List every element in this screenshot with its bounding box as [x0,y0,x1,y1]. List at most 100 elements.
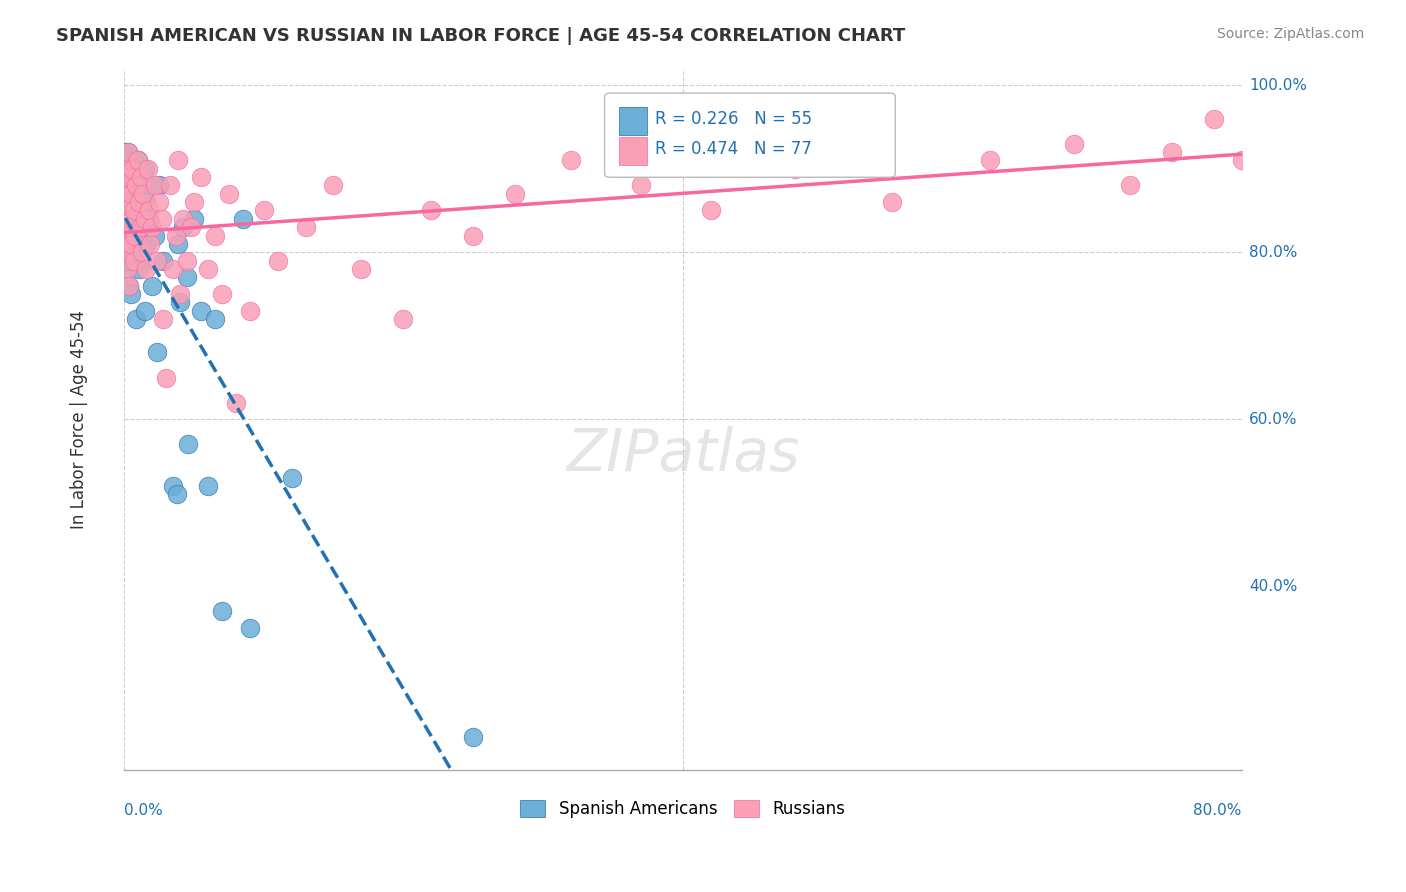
Point [128,195,150,210]
Point [169,295,191,310]
Point [115,153,138,168]
Text: In Labor Force | Age 45-54: In Labor Force | Age 45-54 [70,310,89,529]
Point [141,220,163,235]
Point [211,287,233,301]
Point [114,178,136,193]
Point [117,203,139,218]
Point [180,220,202,235]
Point [159,178,181,193]
Text: 40.0%: 40.0% [1249,579,1298,594]
Text: Source: ZipAtlas.com: Source: ZipAtlas.com [1216,27,1364,41]
Point [129,220,152,235]
Point [197,479,219,493]
Point [232,211,254,226]
Point [190,303,212,318]
Point [115,262,138,277]
Point [183,195,205,210]
Point [118,220,141,235]
Point [121,211,143,226]
Point [1119,178,1142,193]
Point [118,211,141,226]
Point [117,145,139,159]
Point [117,203,139,218]
Point [146,253,169,268]
Point [134,161,156,176]
Point [136,161,159,176]
Point [783,161,806,176]
Point [117,145,139,159]
Point [127,153,149,168]
Point [129,170,152,185]
Point [120,287,142,301]
Point [152,253,174,268]
Point [131,228,153,243]
Point [125,178,148,193]
Point [135,195,157,210]
Point [420,203,443,218]
Point [165,228,187,243]
Point [141,278,163,293]
Point [183,211,205,226]
Point [152,312,174,326]
Point [138,211,160,226]
Point [172,220,194,235]
Point [143,228,166,243]
Point [979,153,1001,168]
Legend: Spanish Americans, Russians: Spanish Americans, Russians [513,793,852,825]
Point [129,186,152,201]
Point [148,195,170,210]
Point [146,345,169,359]
Point [114,145,136,159]
Point [114,161,136,176]
Point [252,203,274,218]
Text: 80.0%: 80.0% [1249,244,1298,260]
Point [115,186,138,201]
Point [124,228,146,243]
Point [121,161,143,176]
Point [118,170,141,185]
Point [121,236,143,251]
Point [131,245,153,260]
Point [122,253,145,268]
FancyBboxPatch shape [605,93,896,178]
Point [177,437,200,451]
Point [172,211,194,226]
Point [118,278,141,293]
Point [115,211,138,226]
Point [503,186,526,201]
Point [150,211,173,226]
Point [127,178,149,193]
Point [114,228,136,243]
Text: R = 0.226   N = 55: R = 0.226 N = 55 [655,110,813,128]
Bar [619,107,647,136]
Point [120,236,142,251]
Point [190,170,212,185]
Point [114,195,136,210]
Point [134,211,156,226]
Point [117,245,139,260]
Point [162,262,184,277]
Point [294,220,316,235]
Point [120,228,142,243]
Point [167,153,190,168]
Point [176,253,198,268]
Point [176,270,198,285]
Point [1272,128,1295,143]
Point [1301,103,1323,118]
Point [114,228,136,243]
Point [143,178,166,193]
Point [162,479,184,493]
Text: 100.0%: 100.0% [1249,78,1306,93]
Point [115,178,138,193]
Point [211,604,233,618]
Text: R = 0.474   N = 77: R = 0.474 N = 77 [655,140,811,158]
Point [128,262,150,277]
Point [115,253,138,268]
Point [114,195,136,210]
Point [124,253,146,268]
Point [1161,145,1184,159]
Point [166,487,188,501]
Point [392,312,415,326]
Point [155,370,177,384]
Point [169,287,191,301]
